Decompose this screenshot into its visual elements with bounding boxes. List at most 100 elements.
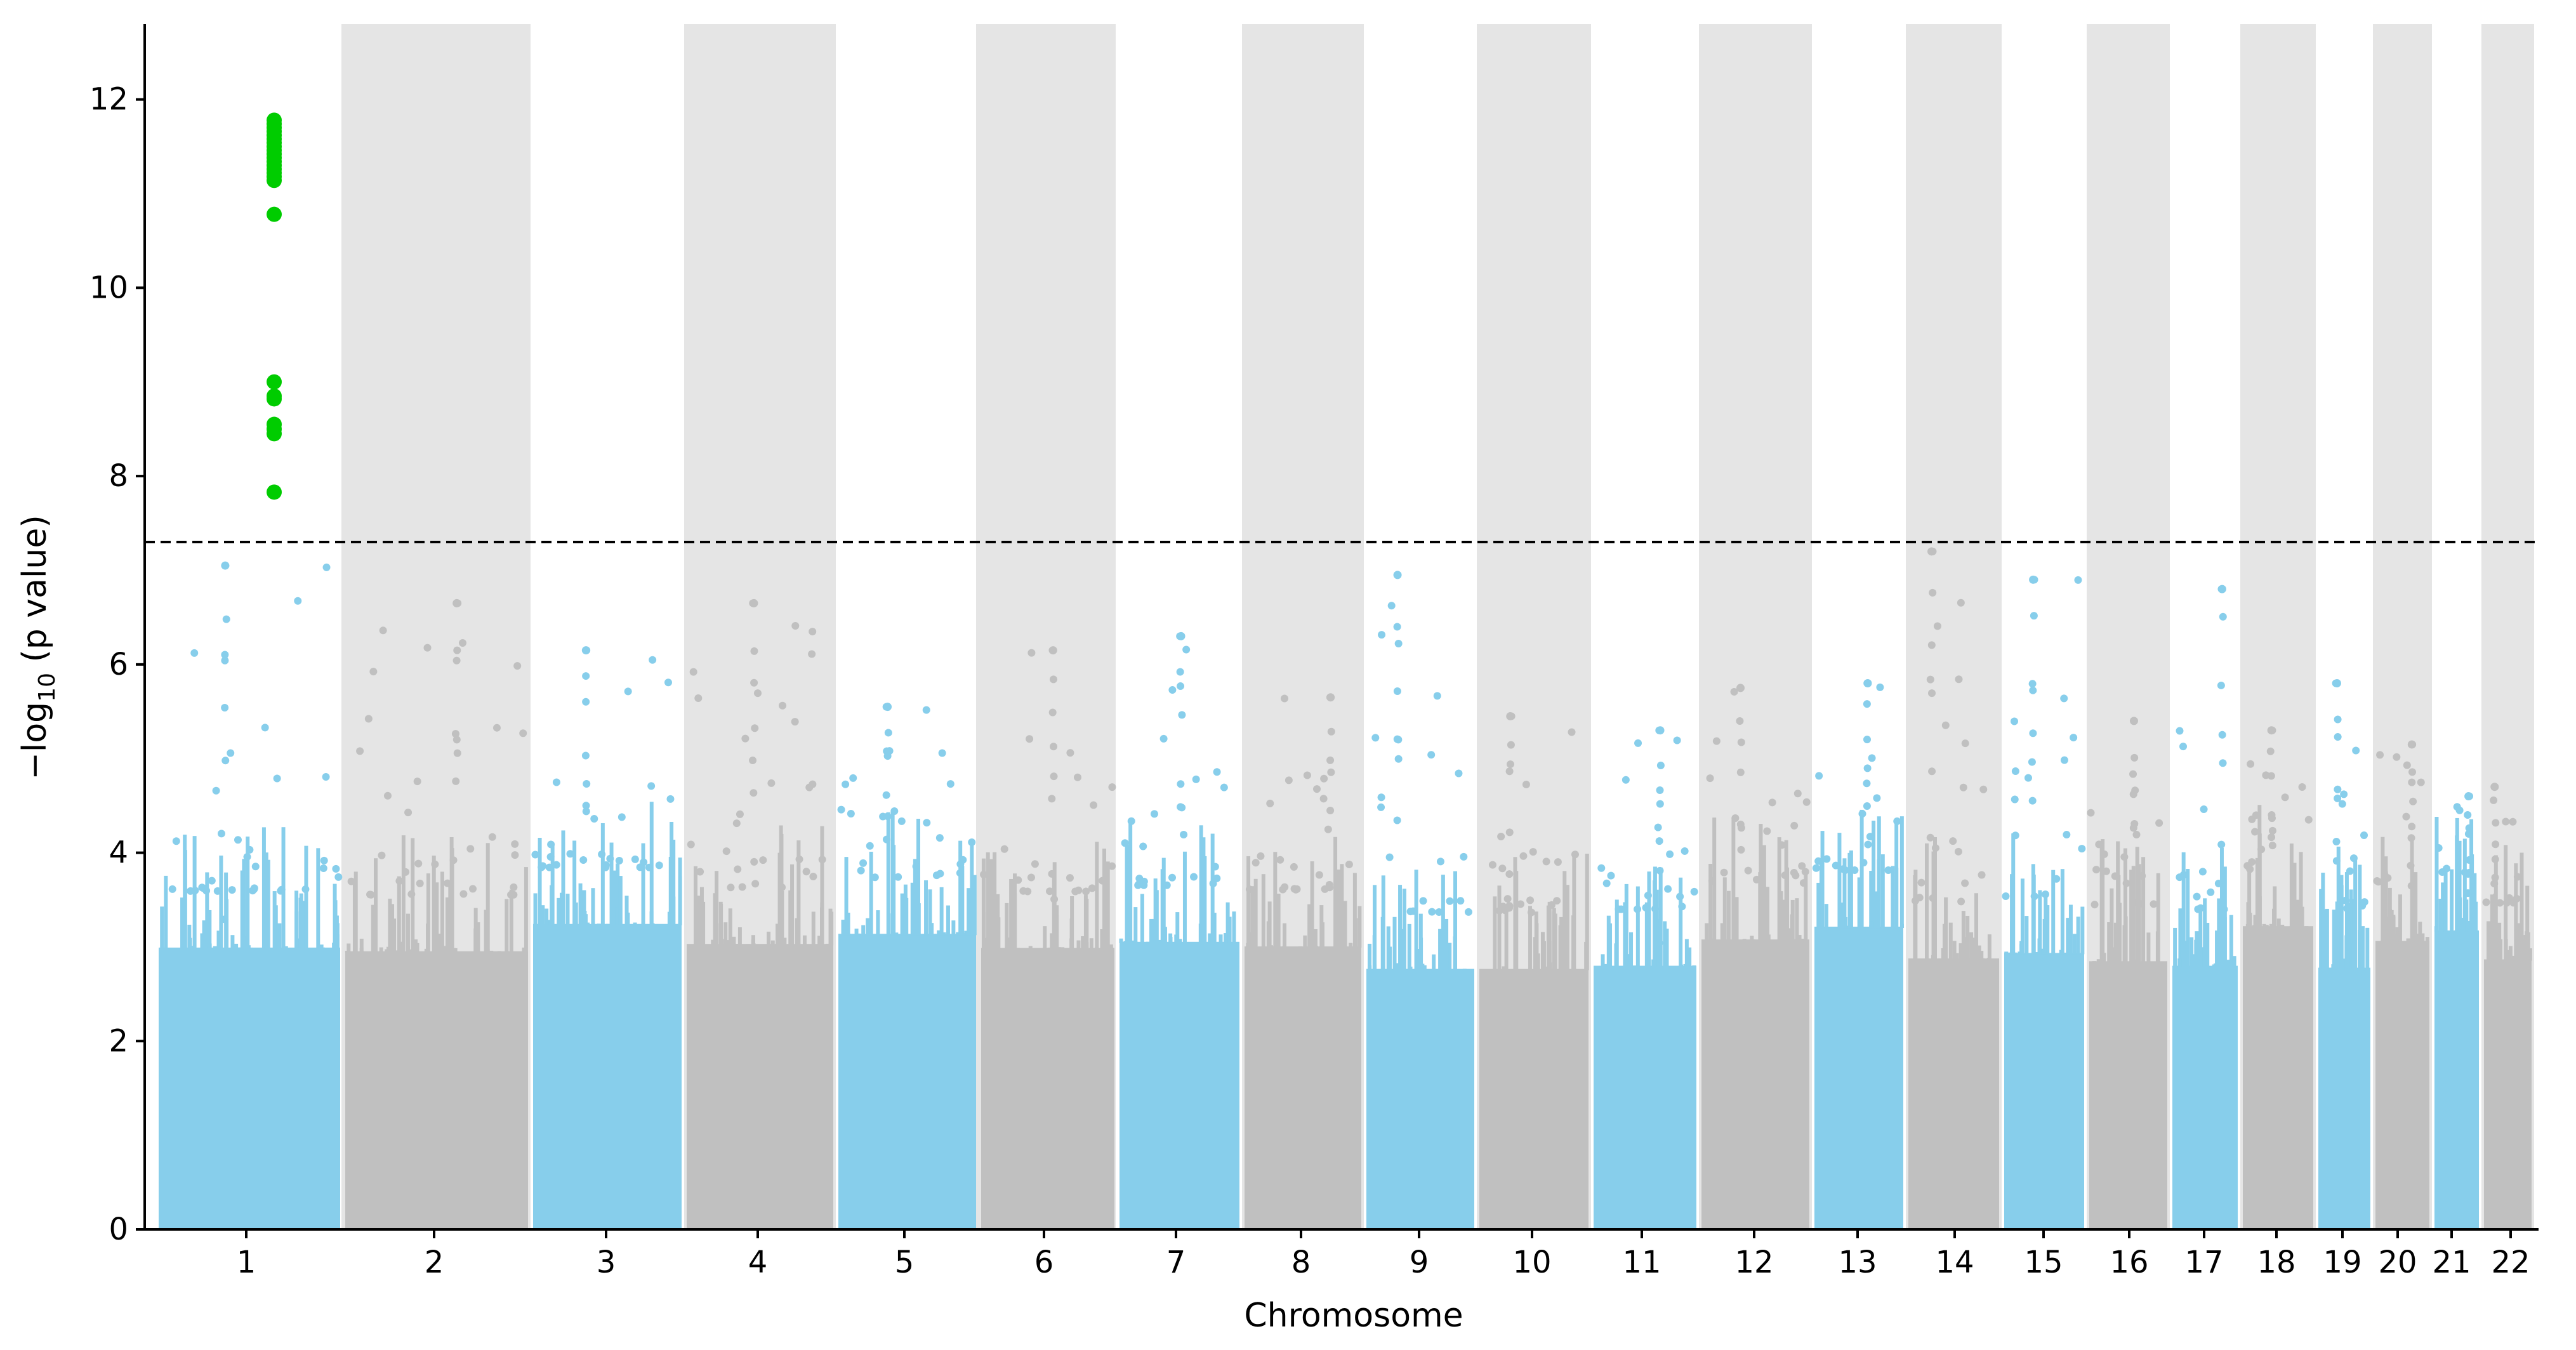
x-tick-label-3: 3 bbox=[597, 1245, 616, 1280]
snp-point bbox=[1736, 717, 1744, 725]
chromosome-spike bbox=[2299, 852, 2303, 928]
snp-point bbox=[1801, 868, 1809, 876]
chromosome-spike bbox=[2474, 901, 2478, 932]
snp-point bbox=[890, 807, 899, 816]
snp-point bbox=[458, 639, 466, 647]
chromosome-spike bbox=[2134, 959, 2139, 963]
chromosome-spike bbox=[2358, 930, 2362, 969]
chromosome-spike bbox=[2381, 837, 2385, 943]
snp-point bbox=[842, 780, 850, 788]
chromosome-spike bbox=[1373, 885, 1377, 970]
significant-point bbox=[267, 484, 282, 500]
y-axis-label-rest: (p value) bbox=[16, 515, 54, 673]
snp-point bbox=[2030, 612, 2038, 620]
chromosome-spike bbox=[1708, 864, 1713, 941]
snp-point bbox=[1455, 769, 1463, 778]
chromosome-spike bbox=[335, 934, 340, 949]
snp-point bbox=[519, 729, 527, 738]
snp-point bbox=[750, 789, 758, 797]
chromosome-density-11 bbox=[1594, 965, 1696, 1229]
chromosome-spike bbox=[1872, 820, 1876, 929]
chromosome-spike bbox=[190, 947, 195, 949]
snp-point bbox=[849, 774, 857, 782]
snp-point bbox=[294, 597, 302, 605]
chromosome-spike bbox=[1924, 843, 1929, 960]
chromosome-spike bbox=[2511, 955, 2515, 961]
snp-point bbox=[2334, 794, 2342, 802]
chromosome-spike bbox=[913, 859, 917, 936]
chromosome-spike bbox=[2509, 959, 2514, 961]
chromosome-points-16 bbox=[2087, 717, 2167, 1229]
snp-point bbox=[364, 715, 373, 723]
chromosome-spike bbox=[1961, 911, 1965, 960]
chromosome-spike bbox=[1420, 968, 1424, 970]
chromosome-spike bbox=[440, 871, 444, 953]
snp-point bbox=[2179, 743, 2188, 751]
chromosome-spike bbox=[767, 931, 771, 946]
chromosome-spike bbox=[651, 923, 655, 925]
chromosome-points-12 bbox=[1701, 684, 1811, 1229]
snp-point bbox=[759, 856, 767, 864]
chromosome-spike bbox=[1094, 947, 1099, 950]
chromosome-points-1 bbox=[159, 561, 343, 1229]
snp-point bbox=[2408, 768, 2417, 776]
chromosome-spike bbox=[1319, 905, 1324, 948]
chromosome-spike bbox=[297, 947, 301, 949]
chromosome-spike bbox=[2019, 944, 2023, 955]
chromosome-spike bbox=[2276, 918, 2281, 928]
chromosome-spike bbox=[2193, 954, 2197, 967]
chromosome-spike bbox=[1133, 907, 1138, 943]
chromosome-spike bbox=[180, 897, 185, 949]
snp-point bbox=[2513, 873, 2521, 881]
snp-point bbox=[2131, 786, 2139, 795]
snp-point bbox=[1864, 840, 1872, 849]
chromosome-spike bbox=[2225, 965, 2229, 967]
chromosome-spike bbox=[605, 923, 610, 925]
chromosome-spike bbox=[424, 948, 428, 953]
snp-point bbox=[511, 851, 519, 859]
chromosome-spike bbox=[1453, 871, 1458, 970]
chromosome-spike bbox=[776, 923, 780, 946]
snp-point bbox=[1690, 887, 1698, 896]
chromosome-spike bbox=[284, 946, 288, 949]
chromosome-spike bbox=[2304, 926, 2309, 928]
chromosome-spike bbox=[426, 923, 430, 953]
chromosome-spike bbox=[2232, 956, 2236, 967]
chromosome-spike bbox=[866, 918, 870, 936]
chromosome-points-20 bbox=[2373, 740, 2429, 1229]
chromosome-spike bbox=[1758, 872, 1762, 941]
chromosome-spike bbox=[320, 947, 325, 949]
chromosome-spike bbox=[1028, 946, 1033, 950]
chromosome-spike bbox=[264, 852, 268, 949]
chromosome-spike bbox=[1225, 902, 1230, 943]
chromosome-spike bbox=[1102, 943, 1106, 950]
snp-point bbox=[1928, 689, 1936, 698]
snp-point bbox=[552, 861, 560, 869]
chromosome-spike bbox=[869, 851, 873, 936]
x-axis-ticks: 1 2 3 4 5 6 7 8 9 10 11 12 13 14 15 16 17 18 19 20 21 22 bbox=[237, 1229, 2530, 1280]
snp-point bbox=[1211, 863, 1219, 871]
chromosome-spike bbox=[1395, 963, 1399, 970]
chromosome-spike bbox=[2248, 914, 2252, 928]
chromosome-spike bbox=[671, 840, 676, 925]
snp-point bbox=[1135, 880, 1143, 888]
snp-point bbox=[1736, 768, 1745, 776]
chromosome-points-11 bbox=[1594, 726, 1698, 1229]
snp-point bbox=[2060, 756, 2068, 764]
x-tick-label-9: 9 bbox=[1410, 1245, 1429, 1280]
x-tick-label-6: 6 bbox=[1034, 1245, 1054, 1280]
chromosome-spike bbox=[2024, 916, 2029, 955]
chromosome-spike bbox=[1140, 894, 1144, 943]
snp-point bbox=[1768, 798, 1776, 807]
snp-point bbox=[2131, 898, 2139, 906]
chromosome-spike bbox=[697, 896, 701, 946]
snp-point bbox=[1664, 885, 1672, 893]
chromosome-spike bbox=[1712, 938, 1716, 941]
chromosome-spike bbox=[1125, 844, 1129, 943]
chromosome-spike bbox=[2114, 943, 2118, 963]
chromosome-spike bbox=[187, 924, 192, 949]
chromosome-spike bbox=[2384, 871, 2388, 943]
x-tick-label-4: 4 bbox=[748, 1245, 768, 1280]
chromosome-density-7 bbox=[1120, 941, 1239, 1229]
snp-point bbox=[1706, 774, 1714, 783]
